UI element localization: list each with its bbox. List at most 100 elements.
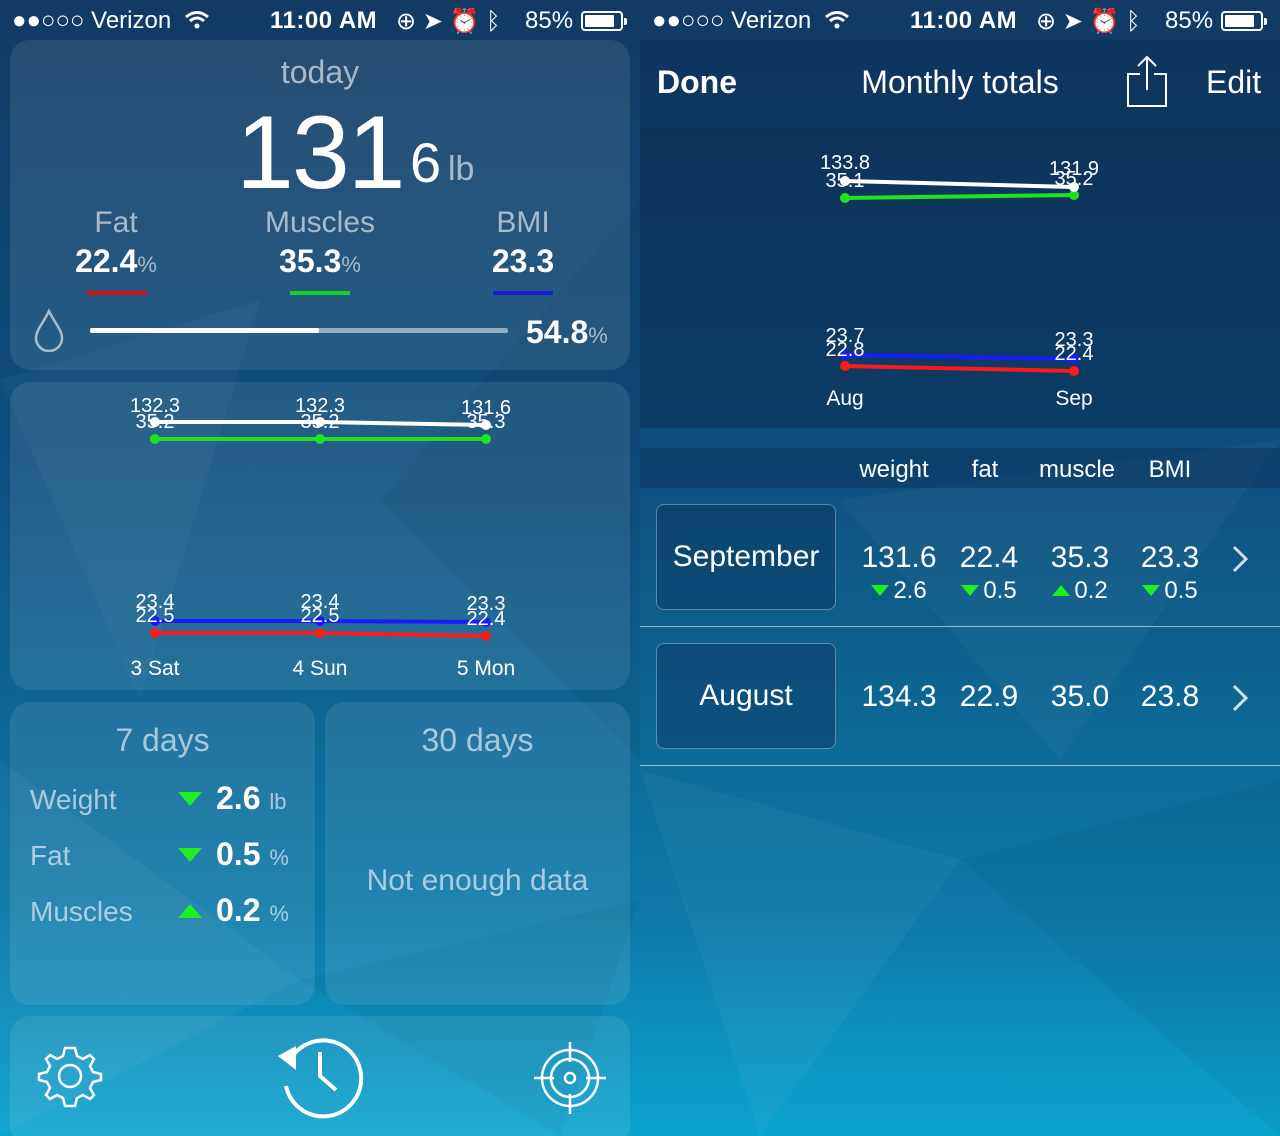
fat-value-label: 22.4 bbox=[1055, 343, 1094, 365]
weight-unit: lb bbox=[448, 150, 475, 188]
location-icon: ➤ bbox=[1062, 8, 1083, 35]
muscle-line bbox=[844, 193, 1075, 200]
fat-value-label: 22.8 bbox=[826, 339, 865, 361]
seven-days-card[interactable]: 7 days Weight 2.6 lb Fat 0.5 % Muscles 0… bbox=[10, 702, 315, 1005]
fat-point bbox=[150, 628, 160, 638]
fat-down-arrow-icon bbox=[178, 848, 202, 862]
week-chart[interactable]: 35.2 35.2 35.3 132.3 132.3 131.6 22.5 22.5 22.4 2… bbox=[10, 382, 630, 690]
weight-value: 131 bbox=[236, 95, 406, 211]
column-header-fat: fat bbox=[971, 456, 999, 483]
battery-icon bbox=[1221, 11, 1267, 31]
muscles-value: 35.3% bbox=[279, 243, 361, 279]
seven-days-title: 7 days bbox=[115, 722, 210, 758]
down-arrow-icon bbox=[871, 585, 890, 596]
muscle-point bbox=[315, 434, 325, 444]
bmi-cell: 23.8 bbox=[1140, 680, 1200, 713]
alarm-icon: ⏰ bbox=[449, 8, 480, 35]
weight-point bbox=[840, 176, 850, 186]
bmi-line bbox=[844, 353, 1075, 361]
water-value: 54.8% bbox=[526, 314, 608, 350]
water-bar-fill bbox=[90, 328, 320, 333]
status-bar: ●●○○○ Verizon 11:00 AM ⊕ ➤ ⏰ ᛒ 85% bbox=[0, 0, 640, 40]
month-button-september[interactable]: September bbox=[656, 504, 836, 610]
target-icon[interactable] bbox=[532, 1040, 608, 1116]
done-button[interactable]: Done bbox=[657, 64, 737, 100]
bmi-point bbox=[840, 350, 850, 360]
muscles-change-label: Muscles bbox=[30, 896, 133, 927]
fat-value-label: 22.4 bbox=[467, 608, 506, 630]
fat-change-value: 0.5 % bbox=[216, 836, 289, 872]
weight-line bbox=[844, 179, 1075, 189]
battery-percent: 85% bbox=[525, 7, 574, 34]
muscle-point bbox=[1069, 190, 1079, 200]
fat-value-label: 22.5 bbox=[301, 605, 340, 627]
not-enough-data-message: Not enough data bbox=[366, 864, 589, 897]
weight-decimal: 6 bbox=[410, 131, 442, 194]
bmi-point bbox=[481, 617, 491, 627]
weight-value-label: 132.3 bbox=[295, 395, 345, 417]
clock: 11:00 AM bbox=[270, 7, 378, 34]
bmi-value: 23.3 bbox=[491, 243, 555, 279]
weight-point bbox=[150, 417, 160, 427]
water-drop-icon bbox=[34, 308, 64, 352]
share-icon[interactable] bbox=[1126, 54, 1168, 110]
up-arrow-icon bbox=[1052, 585, 1071, 596]
thirty-days-card[interactable]: 30 days Not enough data bbox=[325, 702, 630, 1005]
page-title: Monthly totals bbox=[861, 64, 1059, 100]
fat-line bbox=[844, 364, 1075, 373]
bmi-color-line bbox=[493, 291, 553, 295]
date-label: Sep bbox=[1055, 387, 1092, 410]
location-icon: ➤ bbox=[422, 8, 443, 35]
table-row-september[interactable]: September 131.6 22.4 35.3 23.3 2.6 0.5 0… bbox=[640, 488, 1280, 627]
muscle-cell: 35.0 bbox=[1050, 680, 1110, 713]
column-header-bmi: BMI bbox=[1148, 456, 1192, 483]
down-arrow-icon bbox=[1142, 585, 1161, 596]
fat-color-line bbox=[87, 291, 147, 295]
rotation-lock-icon: ⊕ bbox=[396, 8, 417, 35]
edit-button[interactable]: Edit bbox=[1206, 64, 1262, 100]
status-icons: ⊕ ➤ ⏰ ᛒ bbox=[1036, 7, 1141, 36]
gear-icon[interactable] bbox=[36, 1042, 104, 1110]
bmi-cell: 23.3 bbox=[1140, 541, 1200, 574]
weight-down-arrow-icon bbox=[178, 792, 202, 806]
alarm-icon: ⏰ bbox=[1089, 8, 1120, 35]
bmi-value-label: 23.7 bbox=[826, 325, 865, 347]
chevron-right-icon[interactable] bbox=[1230, 544, 1250, 574]
muscle-point bbox=[481, 434, 491, 444]
history-icon[interactable] bbox=[274, 1030, 366, 1122]
muscles-color-line bbox=[290, 291, 350, 295]
date-label: Aug bbox=[826, 387, 863, 410]
fat-label: Fat bbox=[94, 206, 138, 239]
bluetooth-icon: ᛒ bbox=[486, 8, 501, 35]
weight-value-label: 131.9 bbox=[1049, 158, 1099, 180]
fat-cell: 22.9 bbox=[959, 680, 1019, 713]
bmi-point bbox=[150, 616, 160, 626]
rotation-lock-icon: ⊕ bbox=[1036, 8, 1057, 35]
weight-point bbox=[315, 417, 325, 427]
table-row-august[interactable]: August 134.3 22.9 35.0 23.8 bbox=[640, 627, 1280, 766]
muscle-value-label: 35.1 bbox=[826, 170, 865, 192]
weight-cell: 134.3 bbox=[861, 680, 937, 713]
chevron-right-icon[interactable] bbox=[1230, 683, 1250, 713]
down-arrow-icon bbox=[961, 585, 980, 596]
today-card[interactable]: today 131 6 lb Fat 22.4% Muscles 35.3% B… bbox=[10, 40, 630, 370]
today-label: today bbox=[280, 54, 360, 90]
bmi-point bbox=[315, 616, 325, 626]
bmi-point bbox=[1069, 354, 1079, 364]
fat-point bbox=[840, 361, 850, 371]
month-button-august[interactable]: August bbox=[656, 643, 836, 749]
monthly-totals-screen: ●●○○○ Verizon 11:00 AM ⊕ ➤ ⏰ ᛒ 85% Month… bbox=[640, 0, 1280, 1136]
dashboard-screen: ●●○○○ Verizon 11:00 AM ⊕ ➤ ⏰ ᛒ 85% today… bbox=[0, 0, 640, 1136]
monthly-chart[interactable]: 35.1 35.2 133.8 131.9 22.8 22.4 23.7 23.3 Aug Sep bbox=[640, 128, 1280, 428]
muscle-value-label: 35.2 bbox=[1055, 168, 1094, 190]
bmi-value-label: 23.3 bbox=[1055, 329, 1094, 351]
battery-percent: 85% bbox=[1165, 7, 1214, 34]
carrier-label: ●●○○○ Verizon bbox=[12, 7, 172, 34]
date-label: 4 Sun bbox=[293, 657, 348, 680]
weight-point bbox=[481, 420, 491, 430]
muscle-cell: 35.3 bbox=[1050, 541, 1110, 574]
column-header-muscle: muscle bbox=[1038, 456, 1116, 483]
weight-value-label: 133.8 bbox=[820, 152, 870, 174]
bmi-label: BMI bbox=[496, 206, 550, 239]
